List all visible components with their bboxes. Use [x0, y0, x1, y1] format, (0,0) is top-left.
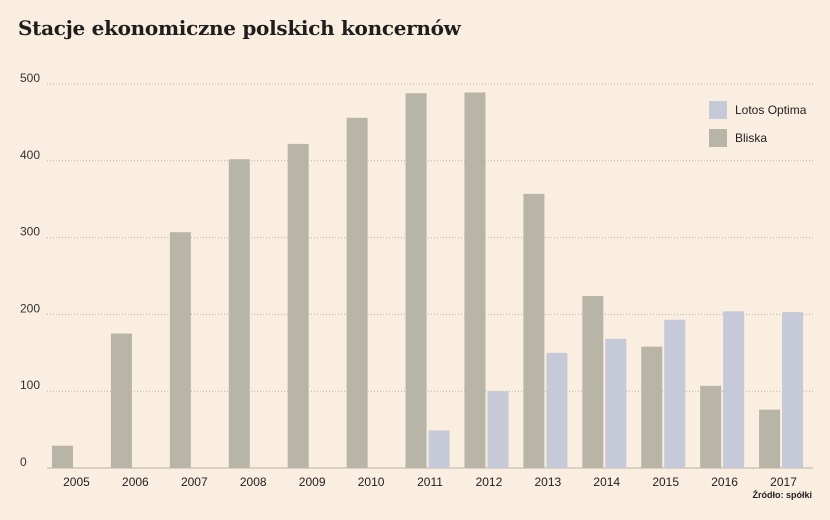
bar-bliska-2017 — [759, 409, 781, 468]
chart-title: Stacje ekonomiczne polskich koncernów — [18, 16, 461, 40]
legend-item-bliska: Bliska — [709, 124, 806, 152]
bar-bliska-2009 — [287, 143, 309, 469]
legend-swatch-lotos — [709, 101, 727, 119]
legend-label-bliska: Bliska — [735, 131, 768, 145]
x-tick-label: 2014 — [593, 475, 620, 489]
bar-lotos-2014 — [605, 338, 627, 468]
x-tick-label: 2016 — [711, 475, 738, 489]
bar-lotos-2015 — [664, 319, 686, 468]
bar-lotos-2016 — [723, 311, 745, 468]
y-tick-label: 300 — [20, 225, 40, 239]
y-tick-label: 200 — [20, 301, 40, 315]
x-tick-label: 2013 — [534, 475, 561, 489]
bar-lotos-2012 — [487, 391, 509, 468]
x-tick-label: 2015 — [652, 475, 679, 489]
bars — [52, 92, 804, 469]
source-note: Źródło: spółki — [752, 490, 813, 500]
x-tick-label: 2007 — [181, 475, 208, 489]
bar-bliska-2005 — [52, 445, 73, 468]
bar-bliska-2013 — [523, 193, 545, 468]
bar-bliska-2006 — [110, 333, 132, 468]
gridlines — [47, 83, 813, 469]
x-tick-label: 2017 — [770, 475, 797, 489]
x-tick-label: 2012 — [476, 475, 503, 489]
y-tick-label: 500 — [20, 71, 40, 85]
bar-bliska-2007 — [169, 232, 191, 468]
x-axis-labels: 2005 2006 2007 2008 2009 2010 2011 2012 2013 2014… — [63, 475, 797, 489]
legend-label-lotos: Lotos Optima — [735, 103, 807, 117]
x-tick-label: 2009 — [299, 475, 326, 489]
x-tick-label: 2008 — [240, 475, 267, 489]
y-axis-labels: 0 100 200 300 400 500 — [20, 71, 40, 469]
legend-item-lotos: Lotos Optima — [709, 96, 806, 124]
legend: Lotos Optima Bliska — [709, 96, 806, 152]
x-tick-label: 2010 — [358, 475, 385, 489]
y-tick-label: 0 — [20, 455, 27, 469]
x-tick-label: 2005 — [63, 475, 90, 489]
bar-bliska-2012 — [464, 92, 486, 468]
legend-swatch-bliska — [709, 129, 727, 147]
bar-bliska-2010 — [346, 117, 368, 469]
bar-bliska-2008 — [228, 159, 250, 468]
bar-bliska-2014 — [582, 295, 604, 468]
bar-bliska-2016 — [700, 385, 722, 468]
bar-lotos-2013 — [546, 352, 568, 468]
bar-lotos-2017 — [782, 312, 804, 468]
x-tick-label: 2011 — [417, 475, 443, 489]
bar-bliska-2015 — [641, 346, 663, 468]
y-tick-label: 100 — [20, 378, 40, 392]
bar-bliska-2011 — [405, 93, 427, 468]
bar-lotos-2011 — [428, 430, 450, 468]
y-tick-label: 400 — [20, 148, 40, 162]
x-tick-label: 2006 — [122, 475, 149, 489]
